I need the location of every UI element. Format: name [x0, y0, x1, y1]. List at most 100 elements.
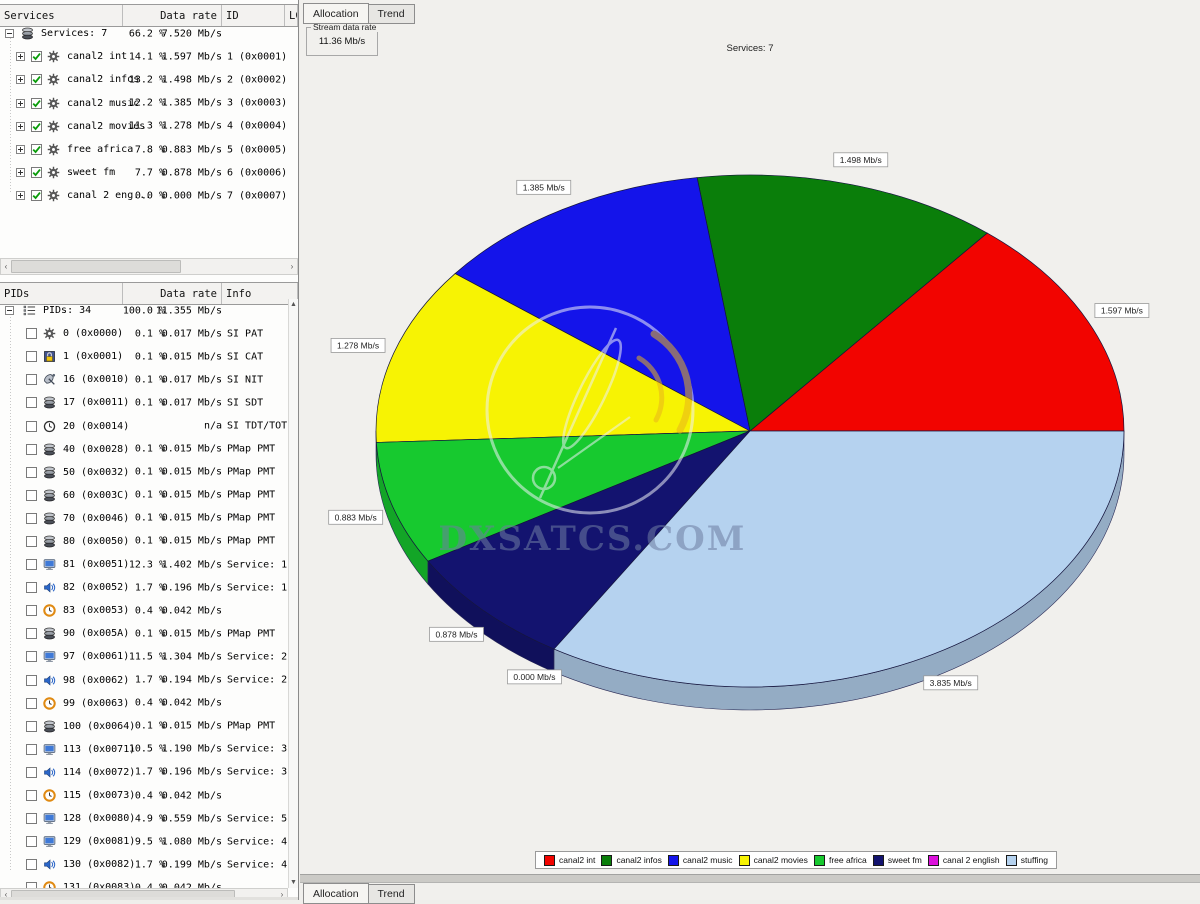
pid-checkbox[interactable]	[26, 328, 37, 339]
pid-row[interactable]: 83 (0x0053)0.4 %0.042 Mb/s	[0, 599, 288, 622]
data-rate-value: 0.017 Mb/s	[162, 397, 222, 408]
scroll-down-icon[interactable]: ▼	[289, 877, 299, 888]
pid-checkbox[interactable]	[26, 605, 37, 616]
pid-checkbox[interactable]	[26, 467, 37, 478]
pid-checkbox[interactable]	[26, 444, 37, 455]
data-rate-percent: 0.1 %	[135, 721, 165, 732]
collapse-icon[interactable]	[5, 306, 14, 315]
service-checkbox[interactable]	[31, 121, 42, 132]
expand-icon[interactable]	[16, 145, 25, 154]
pid-row[interactable]: 115 (0x0073)0.4 %0.042 Mb/s	[0, 784, 288, 807]
pane-splitter[interactable]	[300, 874, 1200, 883]
expand-icon[interactable]	[16, 99, 25, 108]
pid-checkbox[interactable]	[26, 582, 37, 593]
pie-label: 1.278 Mb/s	[337, 340, 379, 350]
data-rate-value: 1.402 Mb/s	[162, 559, 222, 570]
data-rate-percent: 0.1 %	[135, 351, 165, 362]
legend-swatch	[814, 855, 825, 866]
pid-checkbox[interactable]	[26, 351, 37, 362]
speaker-icon	[43, 766, 56, 779]
legend-swatch	[668, 855, 679, 866]
pid-checkbox[interactable]	[26, 744, 37, 755]
service-checkbox[interactable]	[31, 144, 42, 155]
pid-checkbox[interactable]	[26, 698, 37, 709]
scrollbar-thumb[interactable]	[11, 260, 181, 273]
tab-allocation[interactable]: Allocation	[303, 883, 369, 904]
pid-checkbox[interactable]	[26, 790, 37, 801]
scroll-right-icon[interactable]: ›	[287, 262, 297, 271]
legend-label: stuffing	[1021, 855, 1048, 865]
pid-row[interactable]: 131 (0x0083)0.4 %0.042 Mb/s	[0, 876, 288, 888]
tab-trend[interactable]: Trend	[368, 4, 415, 24]
pid-checkbox[interactable]	[26, 513, 37, 524]
services-horizontal-scrollbar[interactable]: ‹ ›	[0, 258, 298, 275]
pids-vertical-scrollbar[interactable]: ▲ ▼	[288, 299, 298, 888]
pid-checkbox[interactable]	[26, 628, 37, 639]
expand-icon[interactable]	[16, 168, 25, 177]
service-checkbox[interactable]	[31, 190, 42, 201]
tab-trend[interactable]: Trend	[368, 884, 415, 904]
pid-checkbox[interactable]	[26, 651, 37, 662]
service-checkbox[interactable]	[31, 98, 42, 109]
expand-icon[interactable]	[16, 75, 25, 84]
service-checkbox[interactable]	[31, 74, 42, 85]
pid-info: Service: 1 (0x	[227, 582, 288, 593]
scroll-left-icon[interactable]: ‹	[1, 262, 11, 271]
scroll-up-icon[interactable]: ▲	[289, 299, 299, 310]
pid-checkbox[interactable]	[26, 374, 37, 385]
pid-checkbox[interactable]	[26, 490, 37, 501]
expand-icon[interactable]	[16, 122, 25, 131]
pid-checkbox[interactable]	[26, 813, 37, 824]
expand-icon[interactable]	[16, 52, 25, 61]
expand-icon[interactable]	[16, 191, 25, 200]
tab-allocation[interactable]: Allocation	[303, 3, 369, 24]
pid-checkbox[interactable]	[26, 859, 37, 870]
pid-checkbox[interactable]	[26, 836, 37, 847]
data-rate-percent: 10.5 %	[129, 744, 165, 755]
pid-label: 17 (0x0011)	[63, 397, 129, 408]
pid-checkbox[interactable]	[26, 721, 37, 732]
service-checkbox[interactable]	[31, 51, 42, 62]
data-rate-percent: 0.4 %	[135, 605, 165, 616]
service-checkbox[interactable]	[31, 167, 42, 178]
collapse-icon[interactable]	[5, 29, 14, 38]
pid-checkbox[interactable]	[26, 421, 37, 432]
pid-checkbox[interactable]	[26, 397, 37, 408]
pid-checkbox[interactable]	[26, 767, 37, 778]
pid-checkbox[interactable]	[26, 536, 37, 547]
pid-checkbox[interactable]	[26, 559, 37, 570]
pid-row[interactable]: 99 (0x0063)0.4 %0.042 Mb/s	[0, 692, 288, 715]
pid-checkbox[interactable]	[26, 675, 37, 686]
